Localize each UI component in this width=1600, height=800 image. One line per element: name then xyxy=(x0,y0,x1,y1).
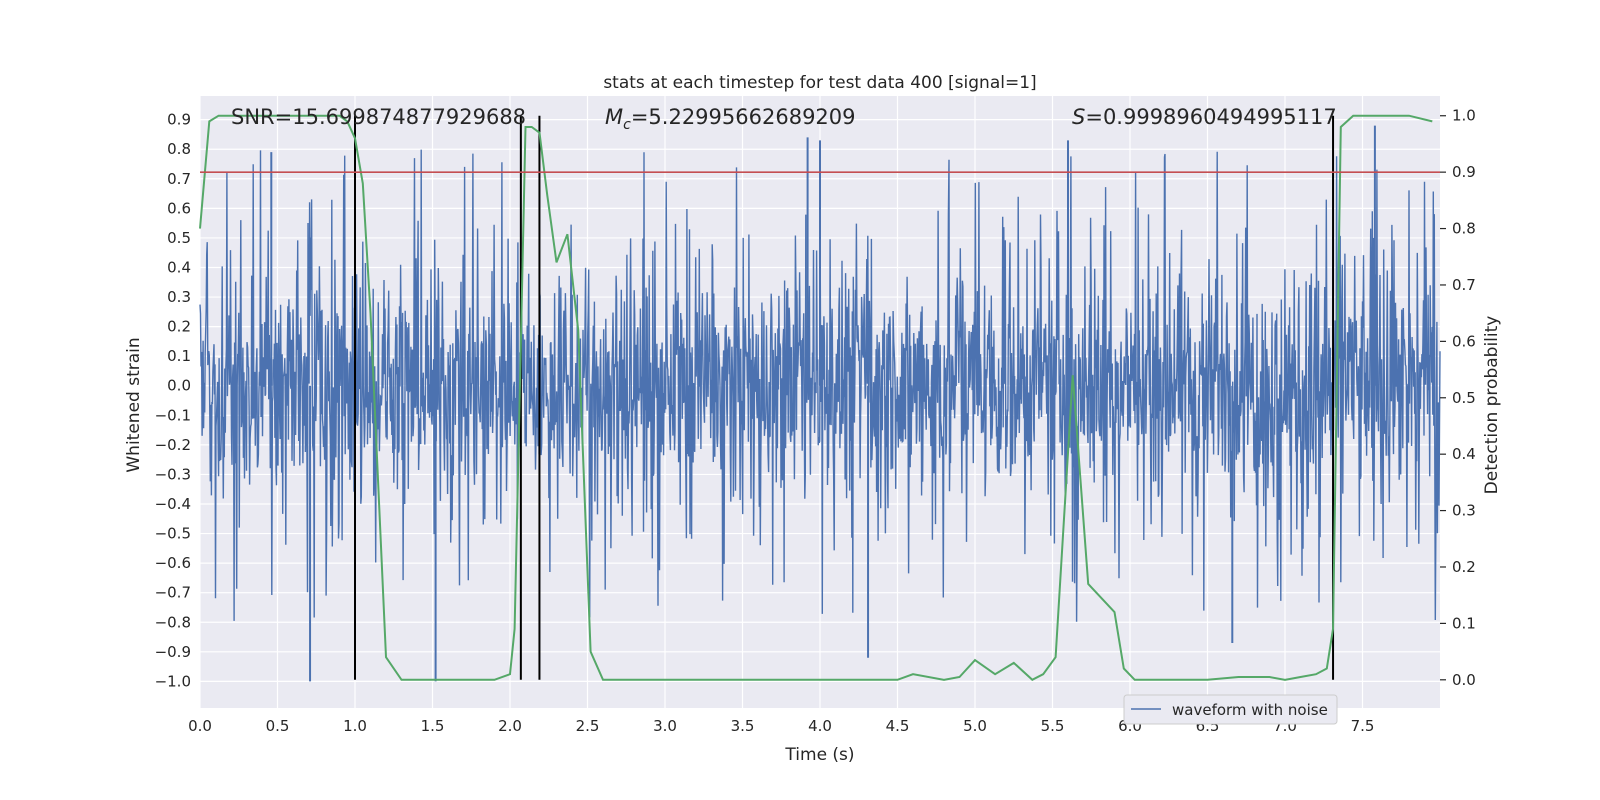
left-tick-label: −0.7 xyxy=(155,584,191,602)
legend-box xyxy=(1123,694,1338,725)
right-tick-label: 0.0 xyxy=(1452,671,1476,689)
left-tick-label: −0.2 xyxy=(155,436,191,454)
waveform-series xyxy=(199,125,1441,682)
left-axis-label: Whitened strain xyxy=(124,337,144,472)
right-tick-label: 0.3 xyxy=(1452,502,1476,520)
left-tick-label: 0.8 xyxy=(167,140,191,158)
score-value: =0.9998960494995117 xyxy=(1085,105,1336,129)
left-tick-label: −0.6 xyxy=(155,554,191,572)
left-tick-label: −0.4 xyxy=(155,495,191,513)
right-tick-label: 1.0 xyxy=(1452,107,1476,125)
chirp-mass-subscript: c xyxy=(623,117,631,133)
x-tick-label: 4.0 xyxy=(808,717,832,735)
right-tick-label: 0.1 xyxy=(1452,614,1476,632)
x-tick-label: 3.5 xyxy=(731,717,755,735)
x-tick-label: 0.0 xyxy=(188,717,212,735)
left-tick-label: 0.6 xyxy=(167,199,191,217)
x-tick-label: 7.5 xyxy=(1351,717,1375,735)
x-axis-label: Time (s) xyxy=(784,745,854,765)
right-tick-label: 0.5 xyxy=(1452,389,1476,407)
left-tick-label: 0.7 xyxy=(167,170,191,188)
x-tick-label: 2.0 xyxy=(498,717,522,735)
left-tick-label: 0.2 xyxy=(167,318,191,336)
left-tick-label: −0.1 xyxy=(155,406,191,424)
right-axis-ticks: 1.0 0.9 0.8 0.7 0.6 0.5 0.4 0.3 0.2 0.1 0.0 xyxy=(1440,107,1476,689)
right-tick-label: 0.4 xyxy=(1452,445,1476,463)
chirp-mass-symbol: M xyxy=(605,105,623,129)
left-axis-ticks: 0.9 0.8 0.7 0.6 0.5 0.4 0.3 0.2 0.1 0.0 −0.1 −0.2 −0… xyxy=(155,111,191,691)
x-tick-label: 5.0 xyxy=(963,717,987,735)
score-symbol: S xyxy=(1072,105,1085,129)
right-tick-label: 0.2 xyxy=(1452,558,1476,576)
right-tick-label: 0.8 xyxy=(1452,220,1476,238)
x-tick-label: 1.5 xyxy=(421,717,445,735)
legend-label: waveform with noise xyxy=(1172,701,1328,719)
chirp-mass-value: =5.22995662689209 xyxy=(631,105,856,129)
left-tick-label: −1.0 xyxy=(155,672,191,690)
probability-series xyxy=(199,114,1433,682)
chart-title: stats at each timestep for test data 400… xyxy=(603,73,1036,93)
x-axis-ticks: 0.0 0.5 1.0 1.5 2.0 2.5 3.0 3.5 4.0 4.5 5.0 5.5 6.0 6… xyxy=(188,717,1374,735)
left-tick-label: 0.1 xyxy=(167,347,191,365)
x-tick-label: 2.5 xyxy=(576,717,600,735)
x-tick-label: 0.5 xyxy=(266,717,290,735)
right-tick-label: 0.6 xyxy=(1452,332,1476,350)
left-tick-label: −0.5 xyxy=(155,525,191,543)
chirp-mass-annotation: Mc=5.22995662689209 xyxy=(605,105,856,133)
x-tick-label: 3.0 xyxy=(653,717,677,735)
left-tick-label: 0.5 xyxy=(167,229,191,247)
left-tick-label: −0.9 xyxy=(155,643,191,661)
right-axis-label: Detection probability xyxy=(1482,316,1502,495)
probability-line xyxy=(199,114,1433,682)
left-tick-label: −0.8 xyxy=(155,613,191,631)
snr-annotation: SNR=15.699874877929688 xyxy=(231,105,526,129)
left-tick-label: 0.3 xyxy=(167,288,191,306)
right-tick-label: 0.9 xyxy=(1452,163,1476,181)
left-tick-label: 0.9 xyxy=(167,111,191,129)
left-tick-label: −0.3 xyxy=(155,465,191,483)
legend: waveform with noise xyxy=(1123,694,1338,725)
x-tick-label: 4.5 xyxy=(886,717,910,735)
right-tick-label: 0.7 xyxy=(1452,276,1476,294)
x-tick-label: 5.5 xyxy=(1041,717,1065,735)
x-tick-label: 1.0 xyxy=(343,717,367,735)
left-tick-label: 0.4 xyxy=(167,258,191,276)
left-tick-label: 0.0 xyxy=(167,377,191,395)
score-annotation: S=0.9998960494995117 xyxy=(1072,105,1337,129)
